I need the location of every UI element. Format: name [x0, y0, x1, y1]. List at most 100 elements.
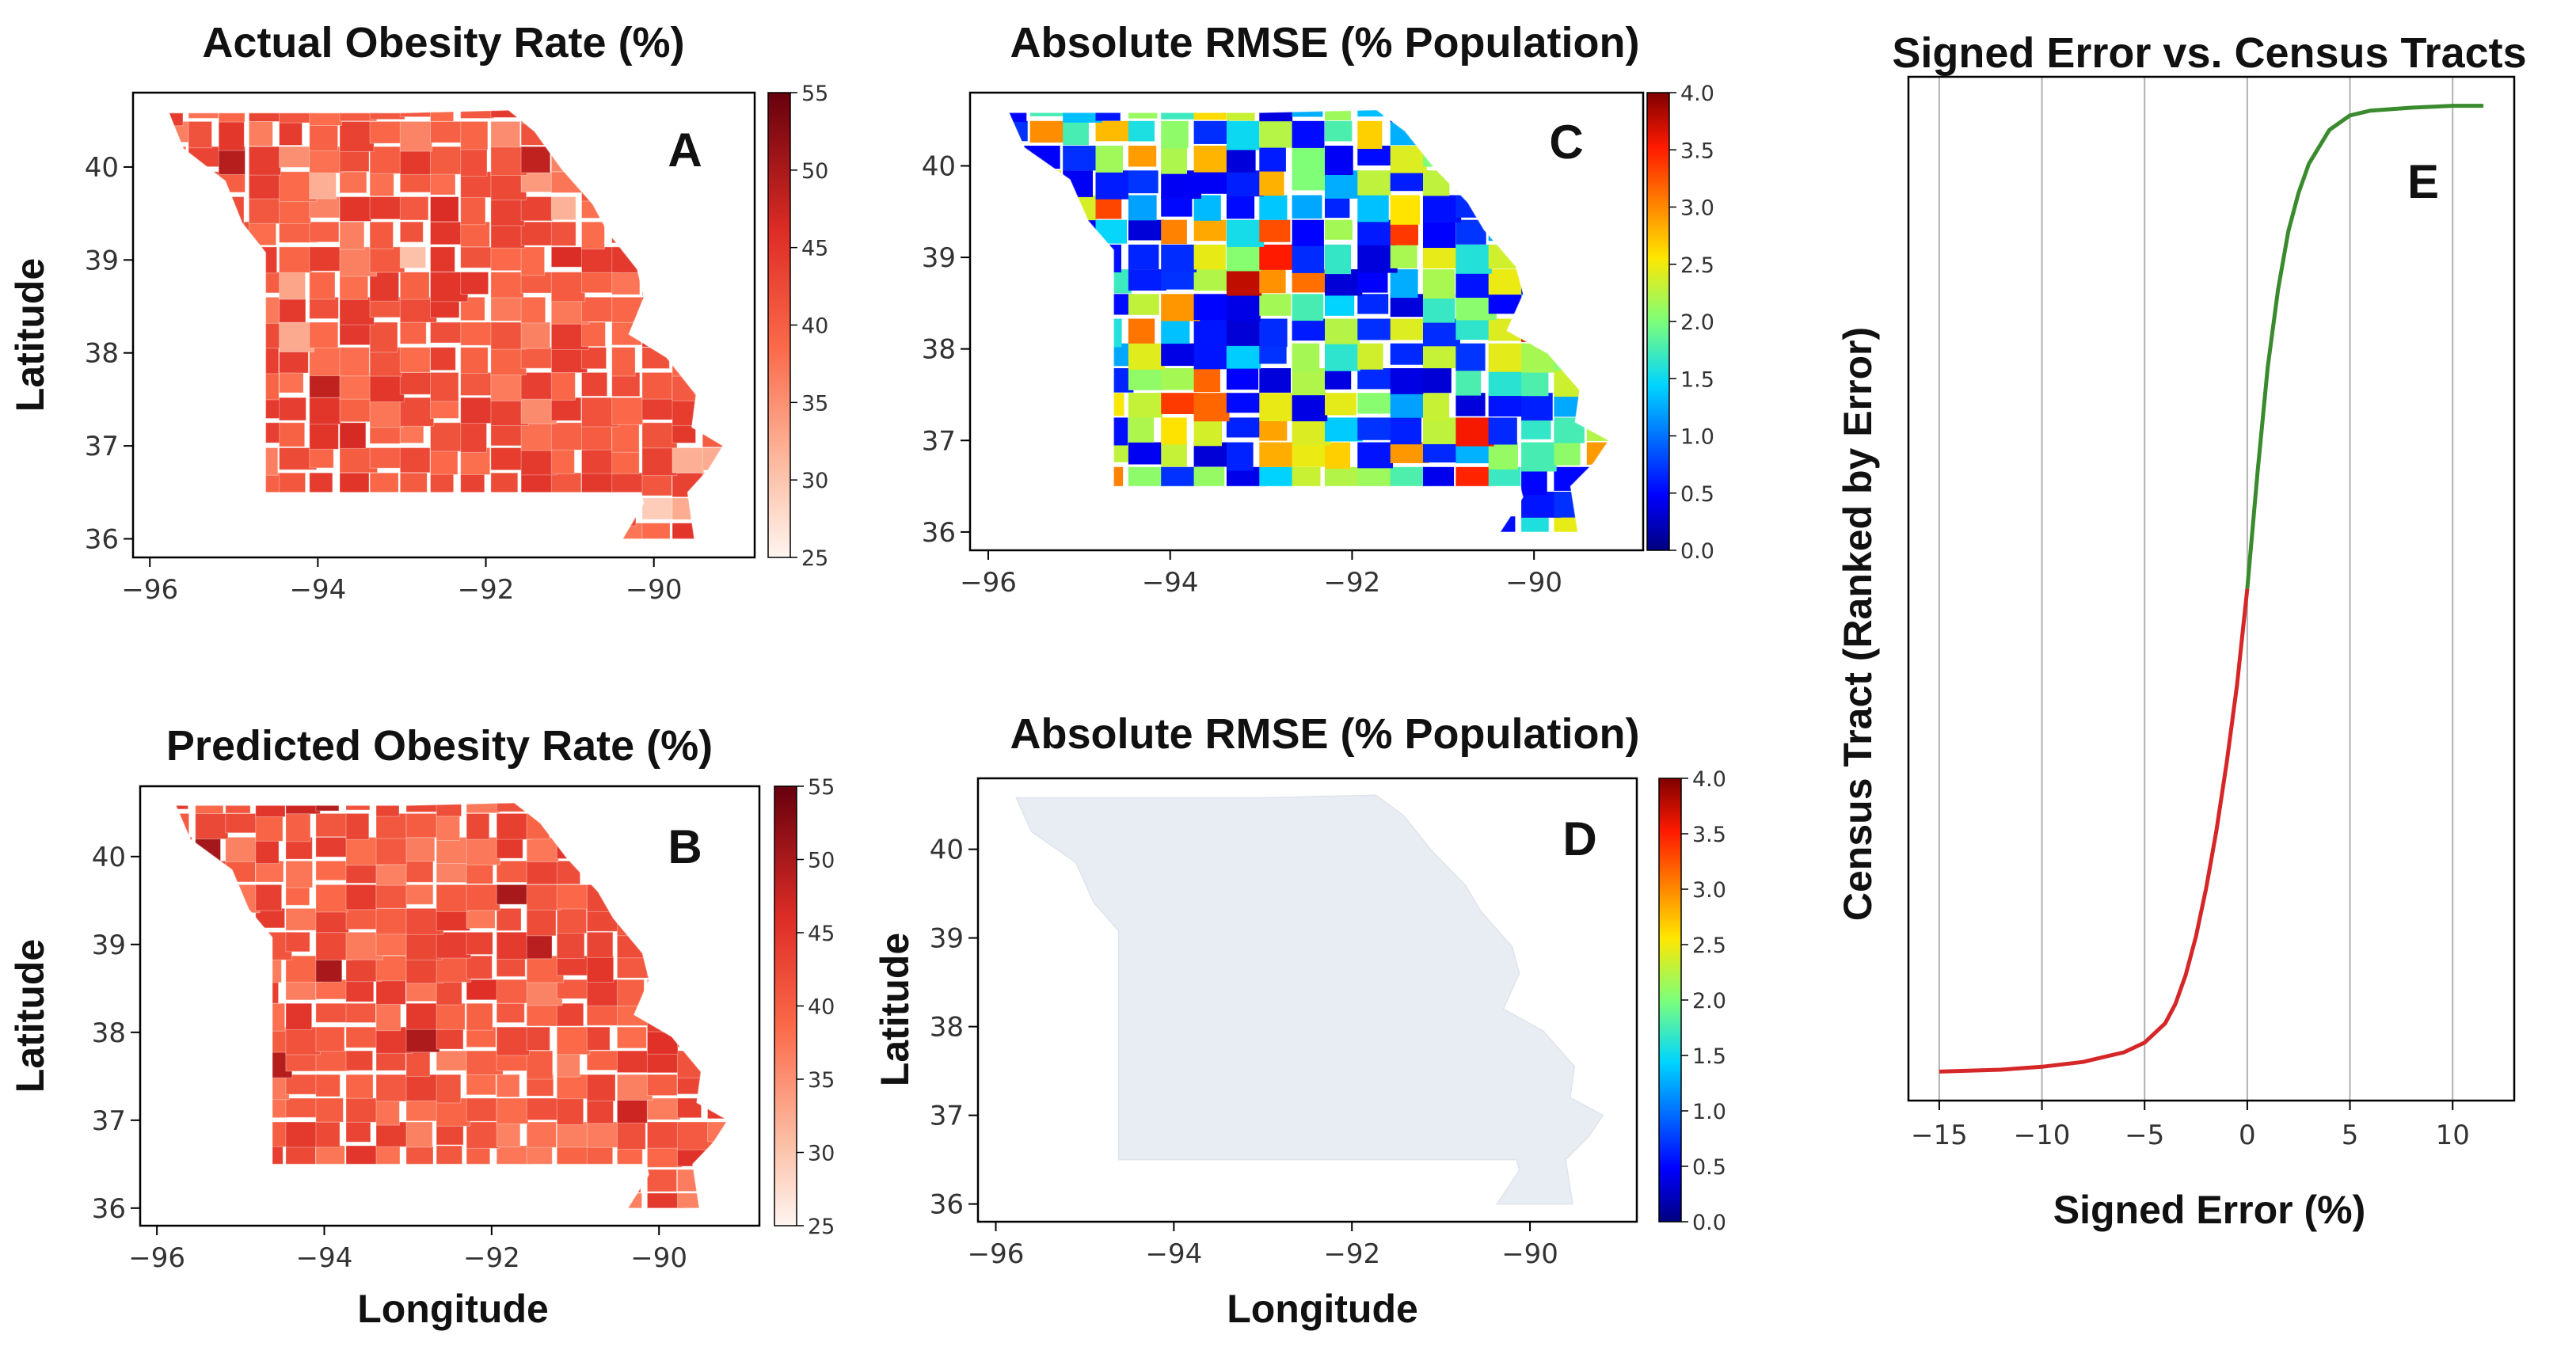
map-tract-cell — [1063, 516, 1098, 532]
map-tract-cell — [556, 1121, 589, 1148]
map-tract-cell — [581, 472, 614, 503]
map-tract-cell — [1521, 120, 1548, 150]
map-tract-cell — [1029, 244, 1064, 271]
map-tract-cell — [430, 371, 459, 402]
map-tract-cell — [646, 1169, 678, 1192]
map-tract-cell — [315, 1169, 340, 1194]
map-tract-cell — [1619, 121, 1645, 145]
map-tract-cell — [611, 196, 641, 219]
map-tract-cell — [1619, 269, 1645, 291]
map-tract-cell — [375, 812, 407, 839]
map-tract-cell — [732, 473, 769, 496]
map-tract-cell — [309, 296, 339, 319]
map-tract-cell — [676, 1169, 702, 1192]
panel-a-colorbar-ticks: 25 30 35 40 45 50 55 — [790, 82, 828, 571]
map-tract-cell — [550, 371, 576, 401]
map-tract-cell — [1259, 170, 1284, 196]
map-tract-cell — [1063, 417, 1092, 443]
map-tract-cell — [315, 1026, 345, 1052]
map-tract-cell — [707, 860, 728, 881]
map-tract-cell — [176, 1169, 193, 1198]
panel-a-xticks: −96 −94 −92 −90 — [121, 557, 683, 606]
map-tract-cell — [1009, 120, 1028, 142]
map-tract-cell — [1095, 318, 1122, 348]
map-tract-cell — [1029, 170, 1061, 192]
map-tract-cell — [707, 1121, 728, 1143]
map-tract-cell — [526, 803, 554, 810]
map-tract-cell — [279, 246, 313, 273]
map-tract-cell — [1193, 492, 1234, 512]
map-tract-cell — [1193, 343, 1227, 370]
map-tract-cell — [218, 347, 248, 373]
map-tract-cell — [707, 812, 728, 838]
map-tract-cell — [309, 397, 341, 425]
map-tract-cell — [1259, 120, 1295, 148]
map-tract-cell — [1161, 269, 1199, 290]
colorbar-tick-label: 0.0 — [1680, 539, 1714, 564]
map-tract-cell — [176, 1026, 196, 1053]
map-tract-cell — [496, 1002, 525, 1023]
map-tract-cell — [581, 523, 615, 539]
map-tract-cell — [218, 272, 246, 295]
map-tract-cell — [1029, 417, 1060, 447]
map-tract-cell — [1586, 393, 1609, 421]
map-tract-cell — [1009, 442, 1037, 463]
map-tract-cell — [1554, 110, 1579, 118]
map-tract-cell — [255, 884, 283, 911]
map-tract-cell — [1423, 170, 1450, 196]
map-tract-cell — [405, 803, 440, 813]
map-tract-cell — [218, 110, 245, 123]
map-tract-cell — [1128, 417, 1155, 443]
map-tract-cell — [405, 860, 434, 883]
map-tract-cell — [1423, 393, 1450, 422]
map-tract-cell — [1095, 110, 1121, 121]
x-tick-label: −90 — [1505, 567, 1562, 599]
map-tract-cell — [285, 1121, 321, 1148]
map-tract-cell — [1455, 170, 1491, 192]
map-tract-cell — [218, 146, 246, 175]
panel-b-ylabel: Latitude — [8, 939, 52, 1093]
map-tract-cell — [1063, 110, 1103, 123]
map-tract-cell — [707, 955, 728, 982]
map-tract-cell — [611, 472, 645, 494]
map-tract-cell — [611, 272, 641, 295]
map-tract-cell — [1095, 244, 1121, 272]
map-tract-cell — [339, 371, 375, 400]
map-tract-cell — [466, 812, 490, 840]
map-tract-cell — [702, 296, 723, 321]
map-tract-cell — [616, 860, 645, 886]
map-tract-cell — [345, 1074, 374, 1099]
map-tract-cell — [1586, 294, 1609, 323]
map-tract-cell — [1586, 442, 1609, 465]
map-tract-cell — [1128, 318, 1155, 344]
colorbar-tick-label: 45 — [801, 237, 828, 261]
map-tract-cell — [1455, 343, 1486, 371]
map-tract-cell — [1423, 195, 1462, 223]
map-tract-cell — [1488, 219, 1516, 241]
map-tract-cell — [586, 955, 615, 983]
map-tract-cell — [1452, 829, 1490, 853]
map-tract-cell — [1357, 219, 1396, 245]
map-tract-cell — [1586, 492, 1609, 515]
panel-d-ylabel: Latitude — [873, 933, 917, 1086]
map-tract-cell — [738, 979, 767, 1005]
map-tract-cell — [1455, 110, 1484, 120]
colorbar-tick-label: 2.0 — [1692, 989, 1726, 1013]
map-tract-cell — [255, 1192, 283, 1208]
map-tract-cell — [169, 422, 188, 453]
colorbar-tick-label: 30 — [801, 469, 828, 493]
map-tract-cell — [248, 296, 280, 324]
map-tract-cell — [339, 120, 375, 152]
map-tract-cell — [430, 146, 466, 175]
map-tract-cell — [345, 1050, 374, 1071]
map-tract-cell — [1357, 195, 1389, 222]
map-tract-cell — [526, 1097, 560, 1120]
map-tract-cell — [1357, 343, 1383, 370]
map-tract-cell — [520, 146, 551, 173]
map-tract-cell — [1325, 343, 1360, 371]
map-tract-cell — [218, 371, 252, 401]
map-tract-cell — [490, 472, 519, 498]
map-tract-cell — [309, 272, 336, 300]
map-tract-cell — [436, 812, 461, 842]
map-tract-cell — [195, 931, 222, 960]
